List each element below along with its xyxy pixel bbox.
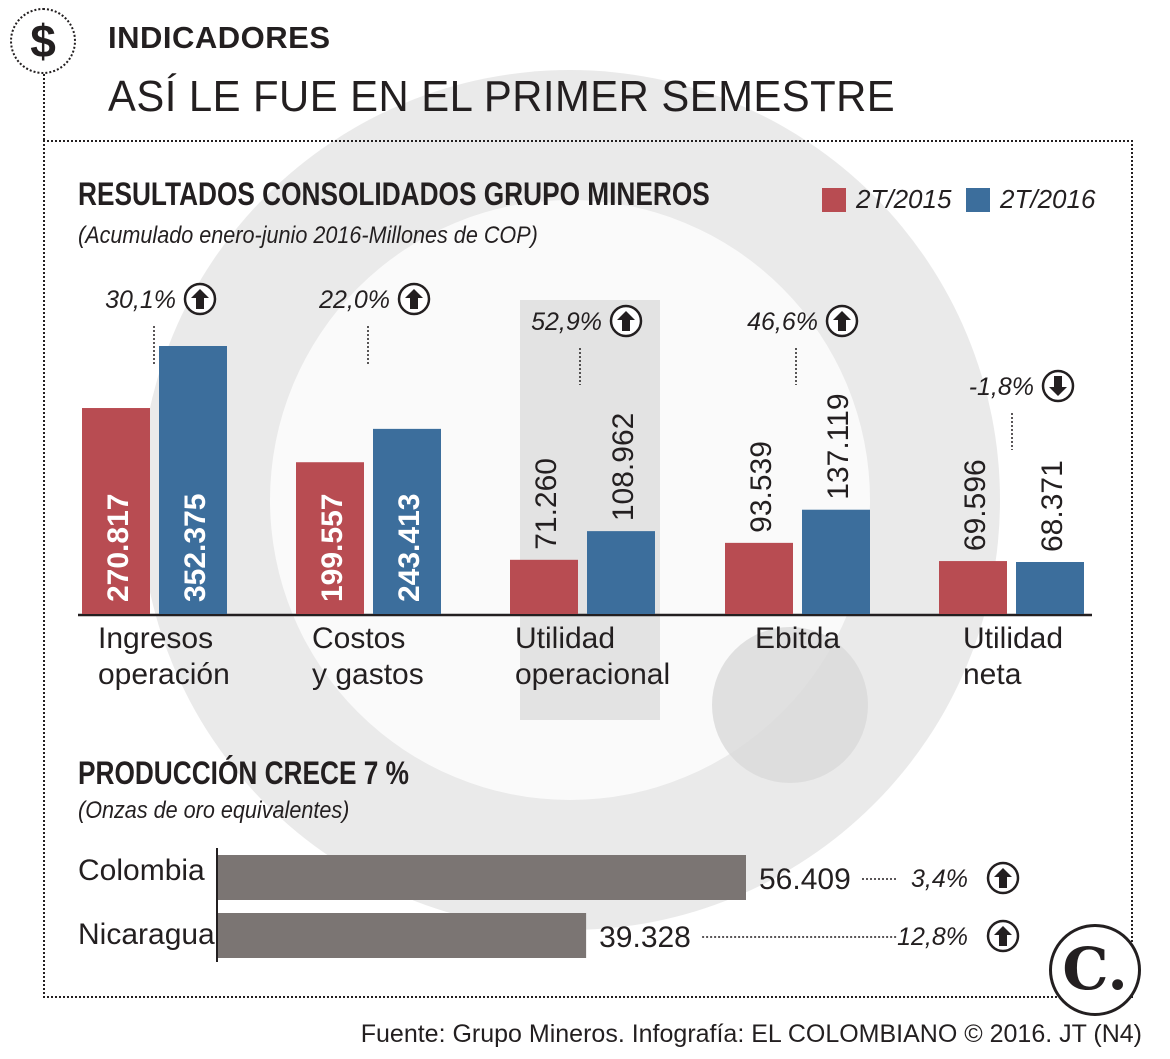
chart-subtitle: (Acumulado enero-junio 2016-Millones de … [78,222,538,249]
production-bar-1 [218,913,587,958]
arrow-up-icon-prod-1 [986,919,1020,953]
legend-swatch-2016 [966,188,990,212]
category-label-0-0: Ingresos [98,622,213,655]
bar-2016-1 [373,428,441,614]
category-label-2-1: operacional [515,658,670,691]
category-label-4-0: Utilidad [963,622,1063,655]
bar-2015-4 [939,561,1007,614]
frame-connector [43,74,45,140]
bar-2016-4 [1016,562,1084,614]
bar-2016-0 [159,346,227,614]
bar-2015-0 [82,408,150,614]
production-category-1: Nicaragua [78,918,215,951]
legend-swatch-2015 [822,188,846,212]
data-label-2015-4: 69.596 [959,459,992,551]
dollar-icon: $ [10,8,76,74]
change-label-4: -1,8% [969,373,1034,401]
arrow-up-icon-0 [183,282,217,316]
data-label-2015-0: 270.817 [102,494,135,602]
bar-2015-2 [510,559,578,614]
category-label-2-0: Utilidad [515,622,615,655]
category-label-3-0: Ebitda [755,622,840,655]
data-label-2016-3: 137.119 [822,393,855,499]
bar-2015-1 [296,462,364,614]
dollar-symbol: $ [30,15,56,67]
arrow-up-icon-3 [825,304,859,338]
production-value-0: 56.409 [759,863,851,896]
category-label-1-0: Costos [312,622,405,655]
data-label-2016-1: 243.413 [393,494,426,602]
content-frame [43,140,1133,998]
change-label-1: 22,0% [318,286,390,314]
data-label-2015-3: 93.539 [745,441,778,533]
change-label-0: 30,1% [105,286,176,314]
data-label-2016-4: 68.371 [1036,460,1069,552]
logo-text: C. [1062,935,1128,1003]
arrow-down-icon-4 [1041,369,1075,403]
bar-2016-3 [802,509,870,614]
page-title: ASÍ LE FUE EN EL PRIMER SEMESTRE [108,72,896,121]
change-label-2: 52,9% [531,308,602,336]
section-kicker: INDICADORES [108,20,331,55]
chart-title: RESULTADOS CONSOLIDADOS GRUPO MINEROS [78,176,710,212]
category-label-1-1: y gastos [312,658,424,691]
arrow-up-icon-2 [609,304,643,338]
data-label-2016-0: 352.375 [179,494,212,602]
source-credit: Fuente: Grupo Mineros. Infografía: EL CO… [360,1020,1142,1048]
data-label-2015-2: 71.260 [530,458,563,550]
data-label-2016-2: 108.962 [607,413,640,521]
category-label-4-1: neta [963,658,1022,691]
arrow-up-icon-prod-0 [986,861,1020,895]
production-change-0: 3,4% [911,865,968,893]
el-colombiano-logo: C. [1049,924,1141,1016]
production-value-1: 39.328 [599,921,691,954]
production-change-1: 12,8% [897,923,968,951]
legend-label-2016: 2T/2016 [1000,184,1096,214]
bar-2016-2 [587,531,655,614]
production-category-0: Colombia [78,854,205,887]
category-label-0-1: operación [98,658,230,691]
change-label-3: 46,6% [747,308,818,336]
production-subtitle: (Onzas de oro equivalentes) [78,797,350,824]
arrow-up-icon-1 [397,282,431,316]
legend-label-2015: 2T/2015 [856,184,952,214]
data-label-2015-1: 199.557 [316,494,349,602]
production-bar-0 [218,855,746,900]
bar-2015-3 [725,542,793,614]
production-title: PRODUCCIÓN CRECE 7 % [78,755,409,791]
